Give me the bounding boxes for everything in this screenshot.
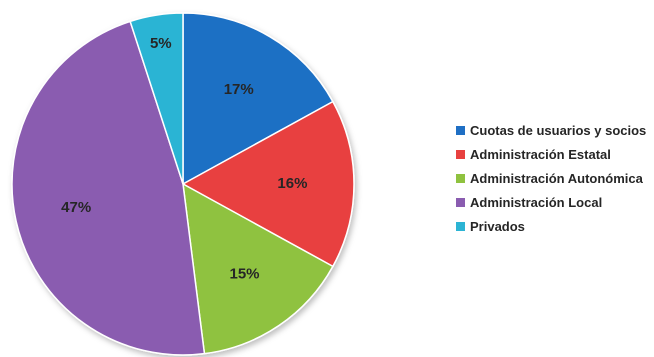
legend-item: Administración Autonómica xyxy=(456,166,646,190)
legend-swatch xyxy=(456,197,465,207)
legend-item: Administración Estatal xyxy=(456,142,646,166)
pie-slice xyxy=(129,12,184,185)
legend-label: Administración Autonómica xyxy=(470,170,643,186)
legend-item: Cuotas de usuarios y socios xyxy=(456,118,646,142)
slice-data-label: 5% xyxy=(150,35,172,52)
legend-swatch xyxy=(456,149,465,159)
pie-labels: 17% 16% 15% 47% 5% xyxy=(61,35,307,283)
pie-slice xyxy=(182,12,334,186)
slice-data-label: 15% xyxy=(229,265,259,282)
legend-label: Privados xyxy=(470,218,525,234)
legend-swatch xyxy=(456,125,465,135)
legend-item: Administración Local xyxy=(456,190,646,214)
legend: Cuotas de usuarios y socios Administració… xyxy=(456,118,646,238)
pie-slice xyxy=(181,100,355,268)
pie-slices xyxy=(11,12,355,356)
legend-item: Privados xyxy=(456,214,646,238)
slice-data-label: 17% xyxy=(224,81,254,98)
legend-label: Administración Local xyxy=(470,194,603,210)
legend-swatch xyxy=(456,221,465,231)
legend-swatch xyxy=(456,173,465,183)
slice-data-label: 16% xyxy=(277,175,307,192)
legend-label: Administración Estatal xyxy=(470,146,611,162)
pie-slice xyxy=(11,20,206,356)
slice-data-label: 47% xyxy=(61,199,91,216)
legend-label: Cuotas de usuarios y socios xyxy=(470,122,647,138)
pie-slice xyxy=(182,182,334,355)
